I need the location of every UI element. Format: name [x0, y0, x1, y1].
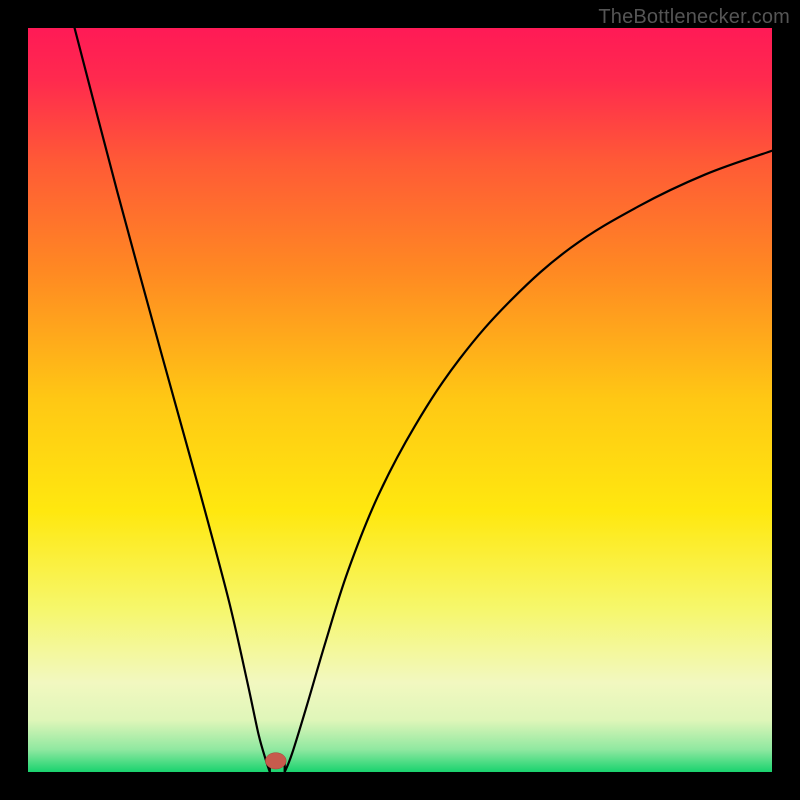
- plot-background: [28, 28, 772, 772]
- optimum-marker: [265, 753, 286, 769]
- border-right: [772, 0, 800, 800]
- bottleneck-chart: [0, 0, 800, 800]
- border-left: [0, 0, 28, 800]
- border-top: [0, 0, 800, 28]
- border-bottom: [0, 772, 800, 800]
- chart-frame: TheBottlenecker.com: [0, 0, 800, 800]
